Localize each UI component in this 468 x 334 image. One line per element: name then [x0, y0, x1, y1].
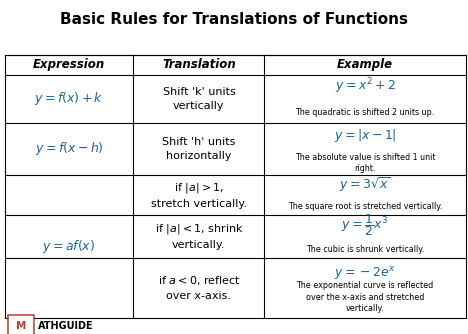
Text: Translation: Translation	[162, 58, 236, 71]
Text: The square root is stretched vertically.: The square root is stretched vertically.	[288, 202, 442, 211]
Text: $y = x^2 + 2$: $y = x^2 + 2$	[335, 76, 395, 96]
Bar	[5, 55, 466, 318]
Text: $y = |x - 1|$: $y = |x - 1|$	[334, 127, 396, 144]
Text: if $|a| < 1$, shrink
vertically.: if $|a| < 1$, shrink vertically.	[154, 222, 243, 250]
Text: Expression: Expression	[33, 58, 105, 71]
Text: $y = af(x)$: $y = af(x)$	[43, 238, 95, 255]
Text: The quadratic is shifted 2 units up.: The quadratic is shifted 2 units up.	[295, 109, 435, 117]
Text: Basic Rules for Translations of Functions: Basic Rules for Translations of Function…	[60, 12, 408, 27]
Text: The exponential curve is reflected
over the x-axis and stretched
vertically.: The exponential curve is reflected over …	[296, 281, 434, 313]
Text: Shift 'k' units
vertically: Shift 'k' units vertically	[162, 87, 235, 111]
Text: $y = f(x - h)$: $y = f(x - h)$	[35, 141, 103, 157]
Text: The cubic is shrunk vertically.: The cubic is shrunk vertically.	[306, 245, 424, 254]
Text: ATHGUIDE: ATHGUIDE	[38, 321, 93, 331]
Text: $y = \dfrac{1}{2}x^3$: $y = \dfrac{1}{2}x^3$	[341, 212, 389, 238]
Text: if $a < 0$, reflect
over x-axis.: if $a < 0$, reflect over x-axis.	[158, 275, 240, 301]
Text: Example: Example	[337, 58, 393, 71]
Text: M: M	[16, 321, 26, 331]
Text: The absolute value is shifted 1 unit
right.: The absolute value is shifted 1 unit rig…	[295, 153, 435, 173]
Text: $y = f(x) + k$: $y = f(x) + k$	[34, 91, 104, 107]
FancyBboxPatch shape	[8, 315, 34, 334]
Text: $y = -2e^{x}$: $y = -2e^{x}$	[334, 266, 396, 282]
Text: Shift 'h' units
horizontally: Shift 'h' units horizontally	[162, 137, 235, 161]
Text: $y = 3\sqrt{x}$: $y = 3\sqrt{x}$	[339, 176, 391, 194]
Text: if $|a| > 1$,
stretch vertically.: if $|a| > 1$, stretch vertically.	[151, 181, 247, 209]
